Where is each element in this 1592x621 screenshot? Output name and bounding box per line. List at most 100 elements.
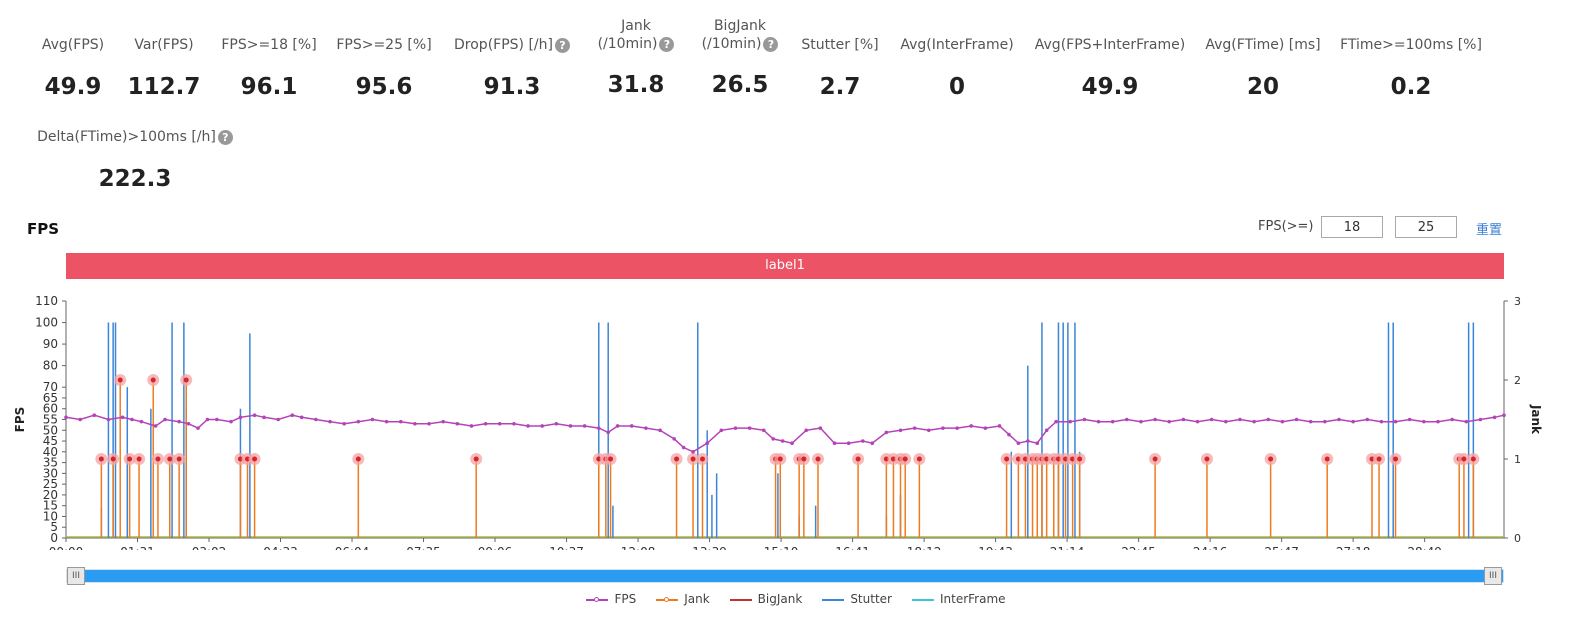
stat-label-text: Drop(FPS) [/h] bbox=[454, 37, 553, 53]
fps-point bbox=[1323, 419, 1327, 424]
legend-label: BigJank bbox=[757, 592, 803, 606]
stat-0: Avg(FPS) 49.9 bbox=[0, 36, 183, 100]
legend-item[interactable]: BigJank bbox=[729, 592, 803, 606]
fps-point bbox=[512, 422, 516, 426]
fps-point bbox=[644, 426, 648, 430]
fps-point bbox=[106, 417, 111, 422]
stat-label: Stutter [%] bbox=[730, 36, 950, 54]
jank-marker bbox=[777, 456, 783, 462]
stat-value: 112.7 bbox=[127, 74, 201, 100]
stat-label: Drop(FPS) [/h]? bbox=[402, 36, 622, 54]
help-icon[interactable]: ? bbox=[763, 36, 779, 52]
fps-point bbox=[1181, 417, 1186, 422]
fps-point bbox=[139, 419, 144, 424]
x-tick-label: 00:00 bbox=[49, 545, 84, 550]
legend-swatch bbox=[729, 598, 752, 601]
fps-point bbox=[370, 417, 375, 422]
stat-label-text: FTime>=100ms [%] bbox=[1340, 37, 1482, 53]
jank-marker bbox=[1204, 456, 1210, 462]
stat-label: Var(FPS) bbox=[54, 36, 274, 54]
y-tick-label: 65 bbox=[43, 391, 58, 405]
stat-label-text: Var(FPS) bbox=[134, 37, 194, 53]
stat-5: Jank (/10min)? 31.8 bbox=[526, 17, 746, 98]
fps-point bbox=[1450, 417, 1454, 422]
fps-point bbox=[554, 422, 559, 426]
jank-marker bbox=[608, 456, 614, 462]
fps-point bbox=[120, 415, 125, 420]
help-icon[interactable]: ? bbox=[554, 37, 570, 53]
stat-label: FPS>=25 [%] bbox=[274, 36, 494, 54]
stat-value: 26.5 bbox=[711, 72, 769, 98]
fps-point bbox=[186, 422, 191, 426]
x-tick-label: 09:06 bbox=[478, 545, 513, 550]
x-tick-label: 13:39 bbox=[692, 545, 727, 550]
fps-chart: 0510152025303540455055606570809010011001… bbox=[13, 294, 1543, 550]
fps-point bbox=[955, 426, 959, 430]
stat-2: FPS>=18 [%] 96.1 bbox=[159, 36, 379, 100]
fps-point bbox=[615, 424, 620, 428]
fps-threshold-input-2[interactable] bbox=[1395, 216, 1457, 238]
y-right-tick-label: 1 bbox=[1514, 453, 1521, 466]
stat-label: Avg(FPS+InterFrame) bbox=[1000, 36, 1220, 54]
fps-point bbox=[1478, 417, 1483, 422]
slider-right-handle[interactable]: III bbox=[1484, 567, 1502, 585]
stat-label: Avg(FTime) [ms] bbox=[1153, 36, 1373, 54]
y-right-tick-label: 2 bbox=[1514, 374, 1521, 387]
help-icon[interactable]: ? bbox=[659, 36, 675, 52]
jank-marker bbox=[916, 456, 922, 462]
stat-label-text: Delta(FTime)>100ms [/h] bbox=[37, 129, 216, 145]
x-tick-label: 01:31 bbox=[120, 545, 155, 550]
x-tick-label: 10:37 bbox=[549, 545, 584, 550]
y-tick-label: 5 bbox=[50, 520, 58, 534]
fps-point bbox=[870, 441, 875, 445]
y-tick-label: 25 bbox=[43, 477, 58, 491]
y-tick-label: 70 bbox=[43, 380, 58, 394]
jank-marker bbox=[473, 456, 479, 462]
fps-point bbox=[64, 415, 68, 420]
legend-label: FPS bbox=[614, 592, 637, 606]
legend-swatch bbox=[586, 596, 609, 602]
fps-point bbox=[912, 426, 917, 430]
fps-point bbox=[568, 424, 573, 428]
legend-item[interactable]: FPS bbox=[586, 592, 636, 606]
fps-line bbox=[65, 414, 1505, 453]
fps-point bbox=[130, 417, 134, 422]
fps-point bbox=[1068, 419, 1073, 424]
legend-item[interactable]: Jank bbox=[656, 592, 710, 606]
fps-point bbox=[846, 441, 851, 445]
jank-marker bbox=[155, 456, 161, 462]
reset-button[interactable]: 重置 bbox=[1476, 223, 1503, 238]
fps-point bbox=[177, 419, 181, 424]
y-tick-label: 80 bbox=[43, 359, 58, 373]
fps-threshold-input-1[interactable] bbox=[1321, 216, 1383, 238]
jank-marker bbox=[1004, 456, 1010, 462]
stat-7: Stutter [%] 2.7 bbox=[730, 36, 950, 100]
stat-8: Avg(InterFrame) 0 bbox=[847, 36, 1067, 100]
legend-swatch bbox=[656, 596, 679, 602]
legend-item[interactable]: InterFrame bbox=[911, 592, 1006, 606]
fps-point bbox=[941, 426, 945, 430]
legend-swatch bbox=[911, 598, 934, 601]
fps-point bbox=[1153, 417, 1157, 422]
fps-point bbox=[1082, 417, 1087, 422]
fps-point bbox=[1096, 419, 1101, 424]
legend-label: InterFrame bbox=[939, 592, 1006, 606]
stat-label-text: FPS>=18 [%] bbox=[221, 37, 317, 53]
fps-point bbox=[92, 413, 97, 417]
y-tick-label: 0 bbox=[50, 531, 58, 545]
time-range-slider[interactable] bbox=[66, 569, 1504, 583]
slider-left-handle[interactable]: III bbox=[67, 567, 85, 585]
stat-label: BigJank (/10min)? bbox=[630, 17, 850, 53]
jank-marker bbox=[690, 456, 696, 462]
legend-item[interactable]: Stutter bbox=[822, 592, 892, 606]
stat-label: FTime>=100ms [%] bbox=[1301, 36, 1521, 54]
fps-point bbox=[1379, 419, 1384, 424]
y-tick-label: 110 bbox=[35, 294, 58, 308]
help-icon[interactable]: ? bbox=[217, 129, 233, 145]
fps-point bbox=[761, 428, 766, 433]
x-tick-label: 16:41 bbox=[835, 545, 870, 550]
fps-point bbox=[1209, 417, 1214, 422]
legend-label: Stutter bbox=[850, 592, 892, 606]
jank-marker bbox=[98, 456, 104, 462]
fps-point bbox=[262, 415, 266, 420]
